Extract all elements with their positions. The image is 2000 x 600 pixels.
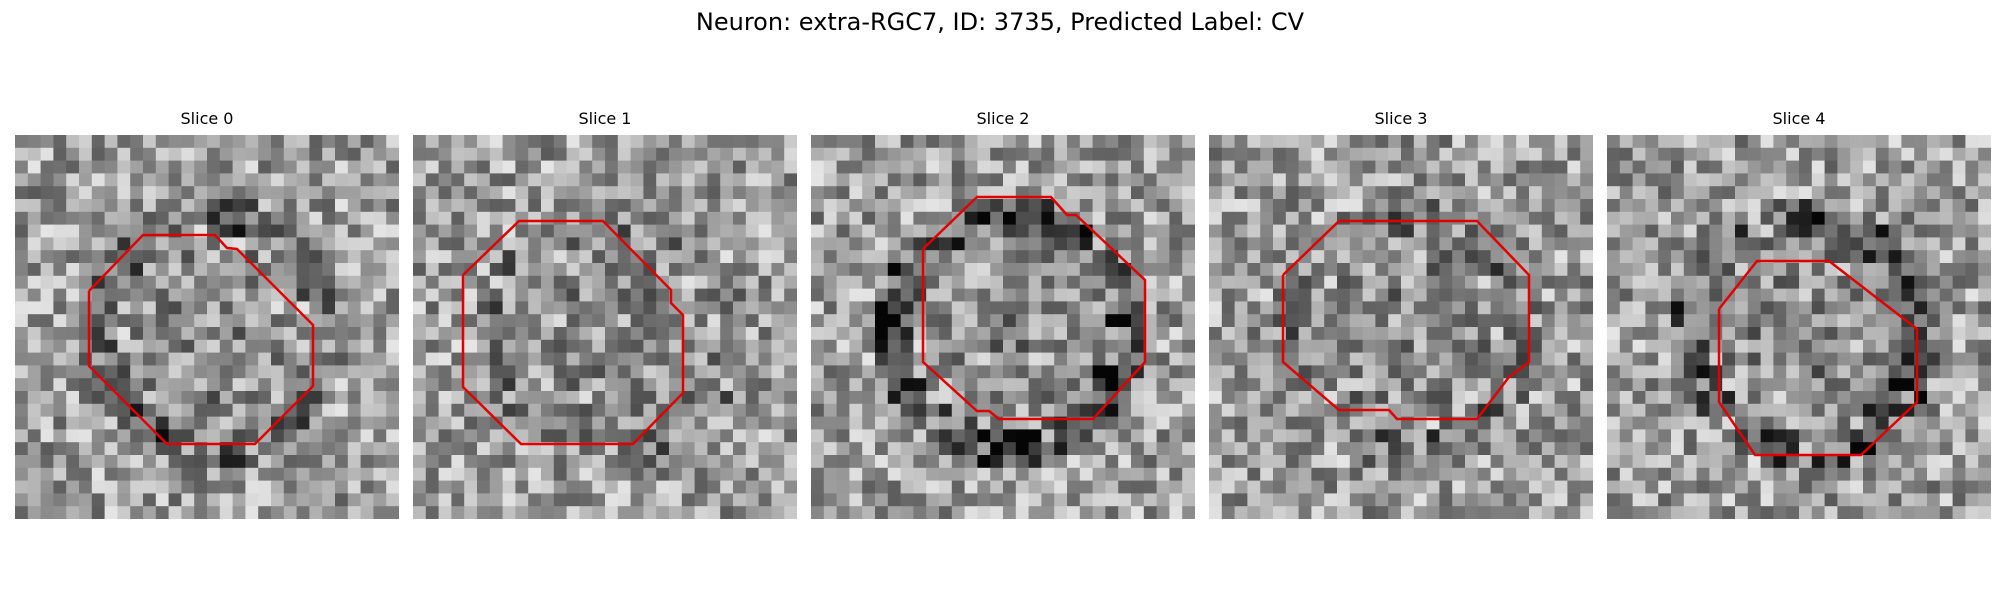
- grayscale-pixel-grid: [15, 135, 399, 519]
- slice-title-1: Slice 1: [578, 109, 632, 128]
- roi-outline: [87, 233, 315, 446]
- roi-outline: [921, 195, 1147, 421]
- slice-image-4: [1607, 135, 1991, 519]
- figure-title: Neuron: extra-RGC7, ID: 3735, Predicted …: [695, 8, 1305, 36]
- slice-title-2: Slice 2: [976, 109, 1030, 128]
- slice-title-4: Slice 4: [1772, 109, 1826, 128]
- slice-image-2: [811, 135, 1195, 519]
- slice-image-0: [15, 135, 399, 519]
- slice-title-3: Slice 3: [1374, 109, 1428, 128]
- grayscale-pixel-grid: [413, 135, 797, 519]
- slice-image-3: [1209, 135, 1593, 519]
- roi-outline: [1717, 259, 1919, 457]
- grayscale-pixel-grid: [811, 135, 1195, 519]
- slice-image-1: [413, 135, 797, 519]
- grayscale-pixel-grid: [1607, 135, 1991, 519]
- roi-outline: [1281, 219, 1531, 421]
- grayscale-pixel-grid: [1209, 135, 1593, 519]
- slice-title-0: Slice 0: [180, 109, 234, 128]
- roi-outline: [461, 219, 685, 446]
